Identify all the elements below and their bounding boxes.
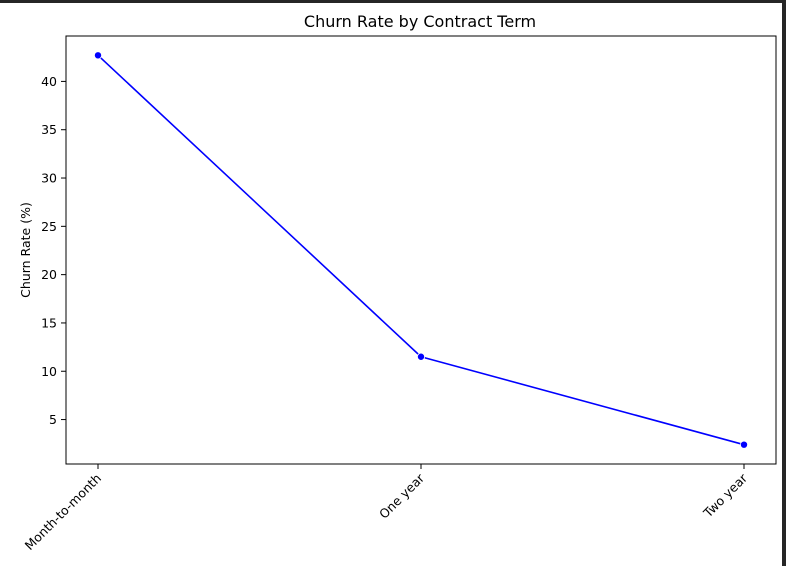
x-tick-label: Month-to-month xyxy=(22,471,104,553)
y-axis-label: Churn Rate (%) xyxy=(18,202,33,298)
window-right-edge xyxy=(782,0,786,566)
y-tick-label: 30 xyxy=(41,171,57,186)
x-tick-label: One year xyxy=(376,470,428,522)
x-axis: Month-to-month One year Two year xyxy=(22,464,751,553)
y-tick-label: 35 xyxy=(41,122,57,137)
y-tick-label: 15 xyxy=(41,315,57,330)
plot-area xyxy=(65,35,777,465)
data-point-marker xyxy=(416,352,425,361)
y-tick-label: 5 xyxy=(49,412,57,427)
y-axis: 5 10 15 20 25 30 35 40 xyxy=(41,74,66,427)
window-top-edge xyxy=(0,0,786,3)
y-tick-label: 40 xyxy=(41,74,57,89)
x-tick-label: Two year xyxy=(700,470,751,521)
data-point-marker xyxy=(94,51,103,60)
series-layer xyxy=(94,51,749,449)
y-tick-label: 25 xyxy=(41,219,57,234)
chart-title: Churn Rate by Contract Term xyxy=(304,12,536,31)
y-tick-label: 10 xyxy=(41,364,57,379)
y-tick-label: 20 xyxy=(41,267,57,282)
data-point-marker xyxy=(740,440,749,449)
